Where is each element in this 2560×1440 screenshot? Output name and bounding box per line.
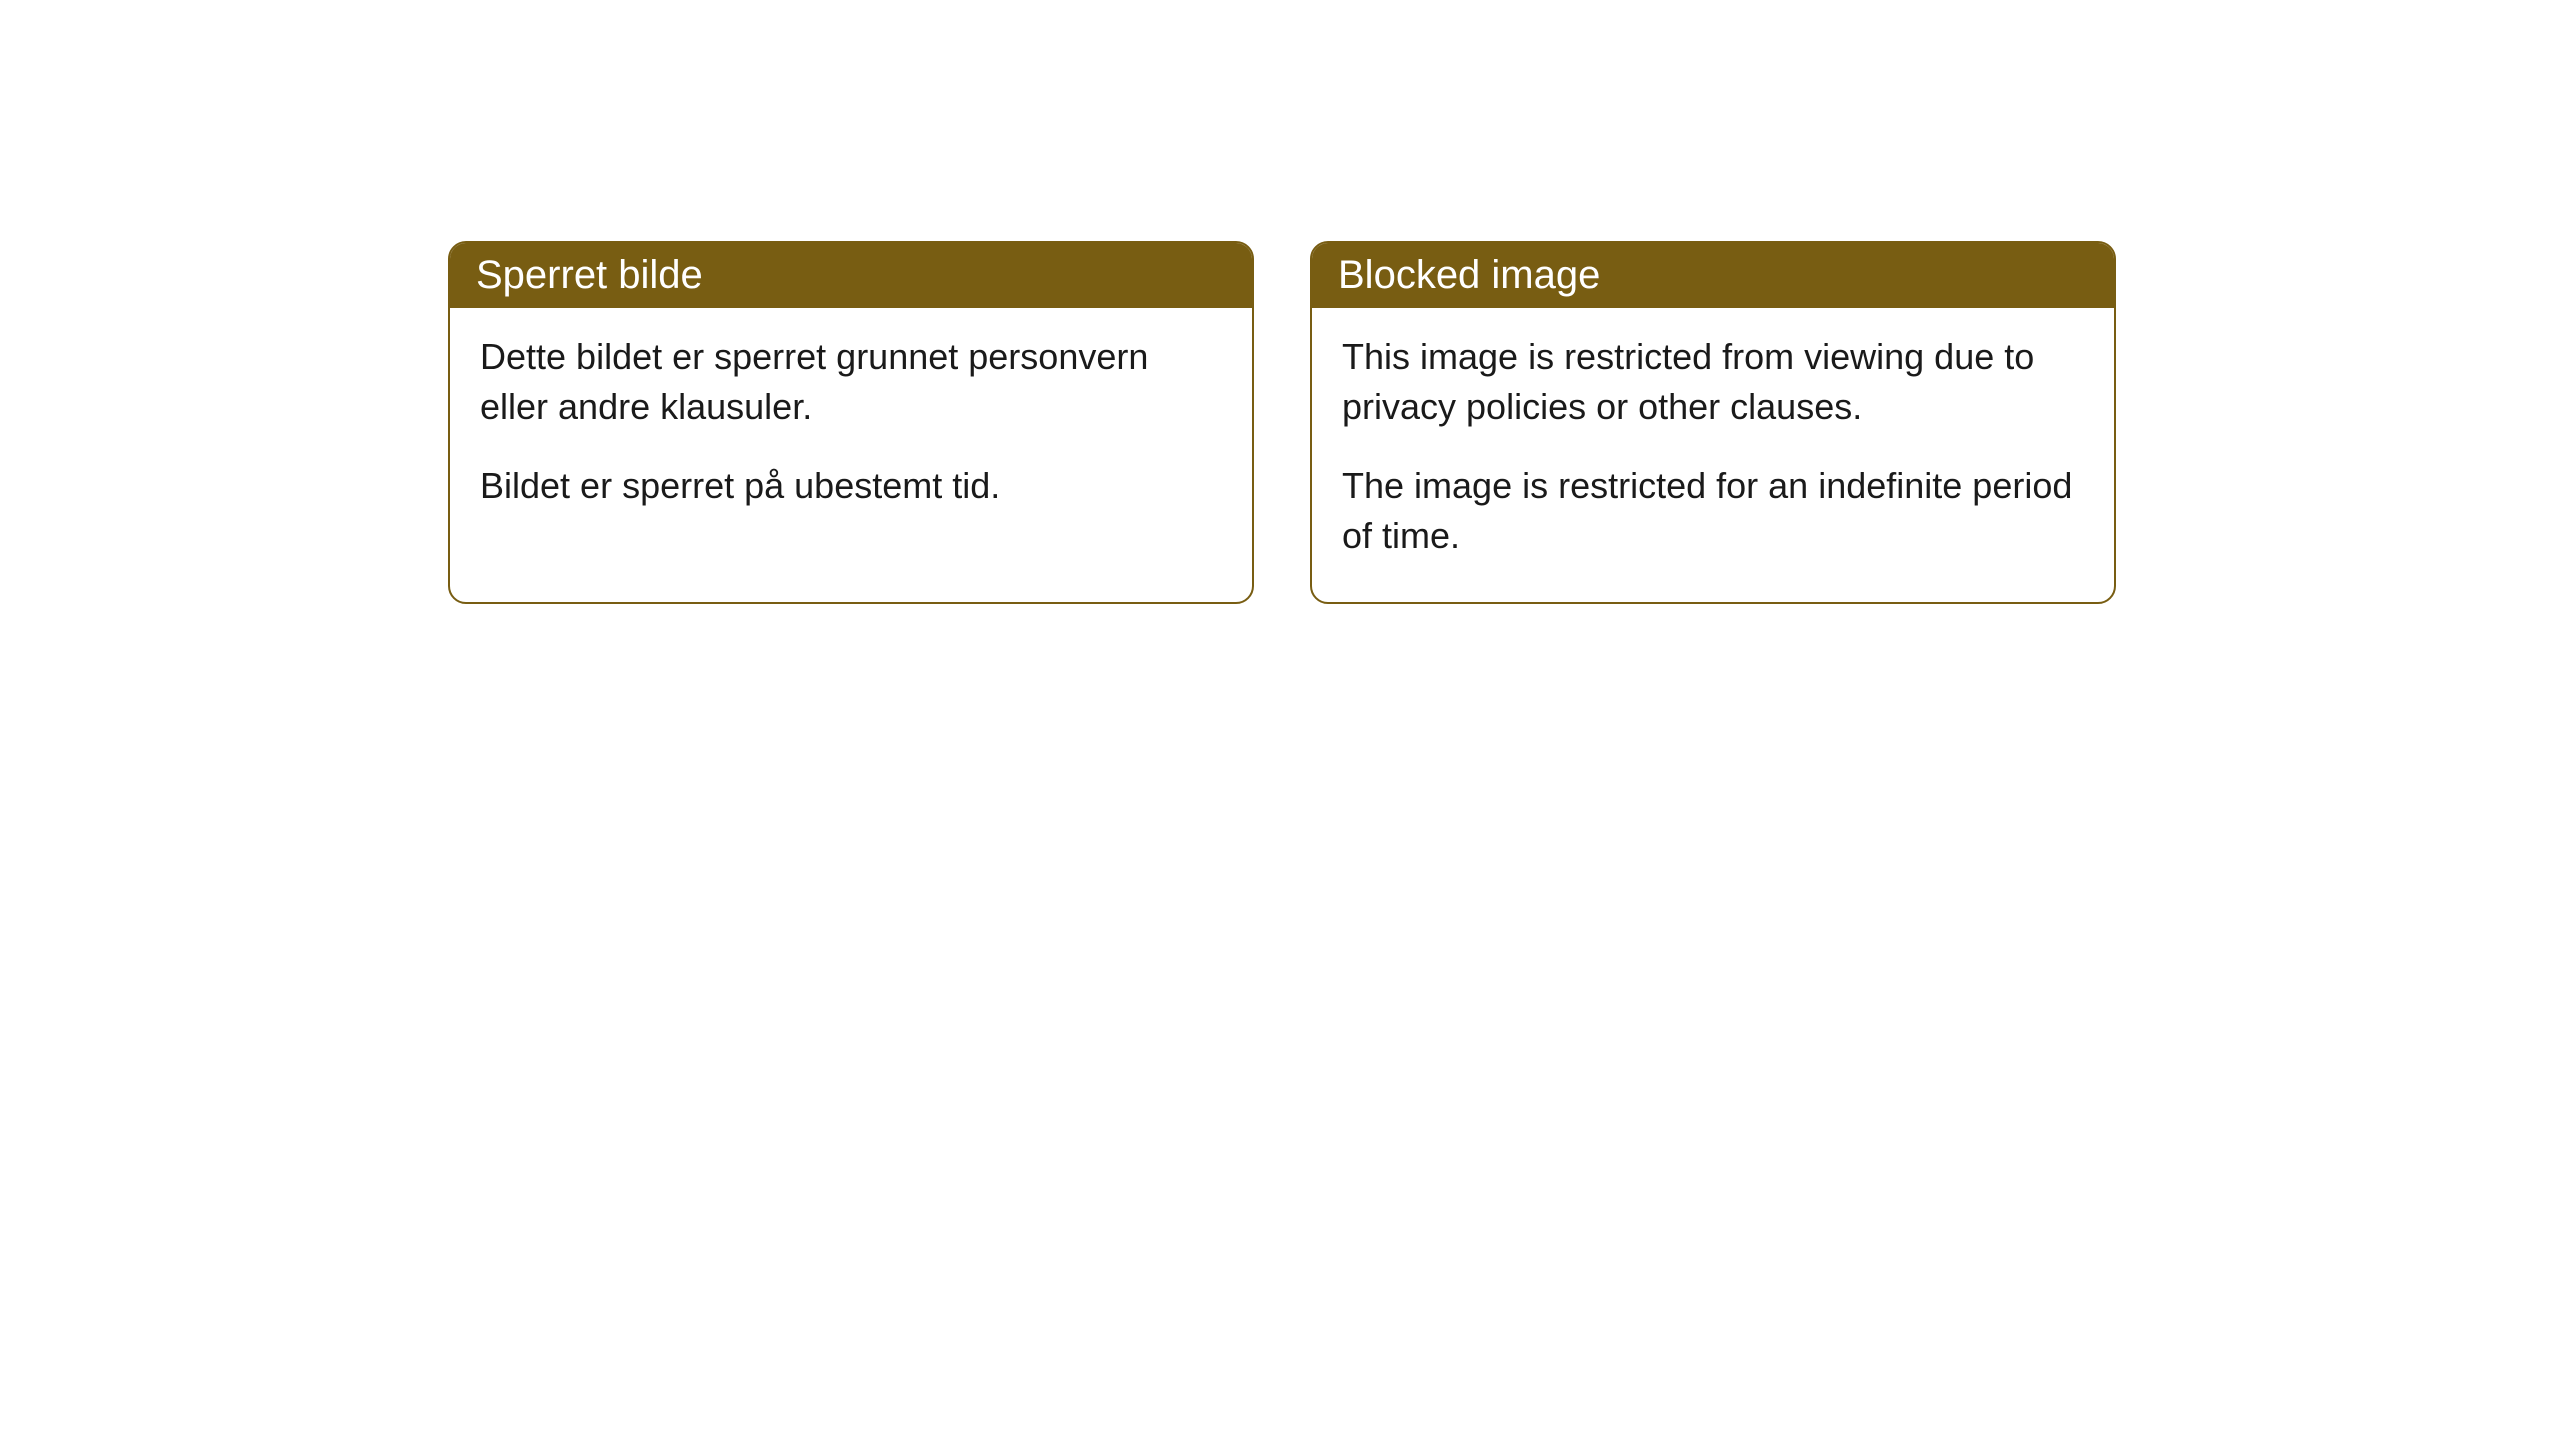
blocked-image-card-english: Blocked image This image is restricted f… <box>1310 241 2116 604</box>
card-header: Blocked image <box>1312 243 2114 308</box>
card-paragraph: The image is restricted for an indefinit… <box>1342 461 2084 562</box>
notice-cards-container: Sperret bilde Dette bildet er sperret gr… <box>448 241 2116 604</box>
card-paragraph: This image is restricted from viewing du… <box>1342 332 2084 433</box>
card-body: This image is restricted from viewing du… <box>1312 308 2114 602</box>
card-paragraph: Dette bildet er sperret grunnet personve… <box>480 332 1222 433</box>
card-paragraph: Bildet er sperret på ubestemt tid. <box>480 461 1222 511</box>
blocked-image-card-norwegian: Sperret bilde Dette bildet er sperret gr… <box>448 241 1254 604</box>
card-title: Sperret bilde <box>476 253 703 297</box>
card-body: Dette bildet er sperret grunnet personve… <box>450 308 1252 551</box>
card-title: Blocked image <box>1338 253 1600 297</box>
card-header: Sperret bilde <box>450 243 1252 308</box>
